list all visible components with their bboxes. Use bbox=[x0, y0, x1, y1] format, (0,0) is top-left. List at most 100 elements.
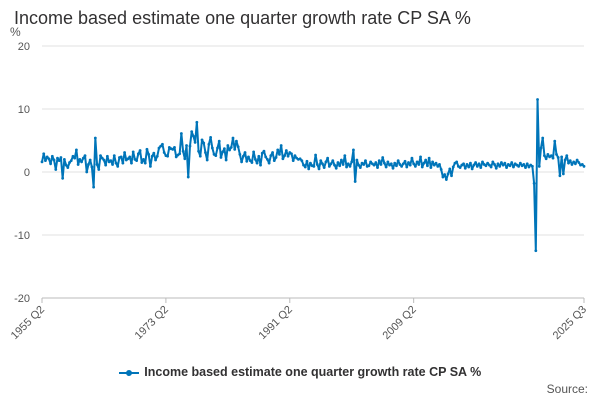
data-point[interactable] bbox=[398, 163, 402, 166]
data-point[interactable] bbox=[202, 141, 206, 145]
data-point[interactable] bbox=[274, 156, 278, 159]
data-point[interactable] bbox=[481, 160, 484, 164]
data-point[interactable] bbox=[469, 161, 472, 165]
data-point[interactable] bbox=[83, 154, 87, 158]
data-point[interactable] bbox=[558, 174, 562, 178]
data-point[interactable] bbox=[136, 152, 140, 156]
data-point[interactable] bbox=[415, 160, 419, 164]
data-point[interactable] bbox=[229, 146, 233, 149]
data-point[interactable] bbox=[393, 161, 397, 165]
data-point[interactable] bbox=[494, 166, 498, 170]
data-point[interactable] bbox=[474, 161, 477, 164]
data-point[interactable] bbox=[346, 162, 350, 166]
data-point[interactable] bbox=[395, 164, 398, 168]
data-point[interactable] bbox=[432, 163, 436, 167]
data-point[interactable] bbox=[52, 158, 56, 162]
data-point[interactable] bbox=[111, 163, 114, 166]
data-point[interactable] bbox=[391, 166, 395, 170]
data-point[interactable] bbox=[264, 155, 268, 159]
data-point[interactable] bbox=[463, 166, 467, 170]
data-point[interactable] bbox=[443, 173, 447, 176]
data-point[interactable] bbox=[81, 156, 85, 160]
data-point[interactable] bbox=[309, 161, 312, 165]
data-point[interactable] bbox=[489, 165, 493, 169]
data-point[interactable] bbox=[42, 152, 46, 156]
data-point[interactable] bbox=[231, 136, 235, 140]
data-point[interactable] bbox=[293, 154, 297, 158]
data-point[interactable] bbox=[128, 155, 132, 159]
data-point[interactable] bbox=[197, 149, 200, 153]
data-point[interactable] bbox=[396, 159, 400, 163]
data-point[interactable] bbox=[112, 154, 116, 158]
data-point[interactable] bbox=[353, 180, 357, 183]
data-point[interactable] bbox=[195, 120, 199, 124]
data-point[interactable] bbox=[252, 150, 256, 154]
data-point[interactable] bbox=[131, 150, 135, 154]
data-point[interactable] bbox=[458, 166, 462, 169]
data-point[interactable] bbox=[451, 165, 455, 169]
data-point[interactable] bbox=[88, 158, 92, 162]
data-point[interactable] bbox=[345, 165, 348, 169]
data-point[interactable] bbox=[537, 164, 541, 168]
data-point[interactable] bbox=[384, 165, 388, 169]
data-point[interactable] bbox=[319, 159, 323, 163]
data-point[interactable] bbox=[517, 164, 521, 168]
data-point[interactable] bbox=[372, 163, 376, 167]
data-point[interactable] bbox=[159, 144, 163, 148]
data-point[interactable] bbox=[450, 174, 453, 178]
data-point[interactable] bbox=[446, 172, 450, 176]
data-point[interactable] bbox=[431, 160, 434, 164]
data-point[interactable] bbox=[438, 163, 441, 166]
data-point[interactable] bbox=[226, 144, 230, 147]
data-point[interactable] bbox=[434, 161, 438, 165]
data-point[interactable] bbox=[475, 164, 479, 168]
data-point[interactable] bbox=[486, 161, 490, 165]
data-point[interactable] bbox=[85, 170, 89, 174]
data-point[interactable] bbox=[100, 156, 104, 160]
data-point[interactable] bbox=[104, 163, 108, 167]
data-point[interactable] bbox=[369, 160, 373, 164]
data-point[interactable] bbox=[222, 147, 226, 151]
data-point[interactable] bbox=[543, 154, 546, 158]
data-point[interactable] bbox=[436, 164, 440, 168]
data-point[interactable] bbox=[401, 162, 405, 166]
data-point[interactable] bbox=[582, 164, 586, 168]
data-point[interactable] bbox=[154, 158, 157, 162]
data-point[interactable] bbox=[80, 160, 83, 164]
data-point[interactable] bbox=[259, 163, 262, 167]
data-point[interactable] bbox=[61, 176, 65, 180]
data-point[interactable] bbox=[352, 148, 355, 152]
data-point[interactable] bbox=[266, 158, 269, 161]
data-point[interactable] bbox=[157, 146, 161, 150]
data-point[interactable] bbox=[47, 157, 51, 161]
data-point[interactable] bbox=[403, 159, 407, 163]
data-point[interactable] bbox=[291, 159, 295, 163]
data-point[interactable] bbox=[555, 152, 558, 156]
data-point[interactable] bbox=[307, 167, 311, 171]
data-point[interactable] bbox=[147, 152, 151, 156]
data-point[interactable] bbox=[135, 159, 139, 163]
data-point[interactable] bbox=[279, 144, 283, 147]
data-point[interactable] bbox=[379, 163, 383, 166]
data-point[interactable] bbox=[64, 163, 68, 167]
data-point[interactable] bbox=[331, 159, 335, 163]
data-point[interactable] bbox=[105, 154, 109, 158]
data-point[interactable] bbox=[200, 138, 204, 142]
data-point[interactable] bbox=[381, 156, 385, 159]
data-point[interactable] bbox=[68, 161, 71, 164]
data-point[interactable] bbox=[553, 139, 557, 143]
data-point[interactable] bbox=[205, 158, 209, 162]
data-point[interactable] bbox=[138, 149, 142, 152]
data-point[interactable] bbox=[336, 161, 340, 164]
data-point[interactable] bbox=[66, 166, 70, 169]
data-point[interactable] bbox=[241, 154, 245, 158]
data-point[interactable] bbox=[386, 160, 390, 164]
data-point[interactable] bbox=[448, 167, 452, 171]
data-point[interactable] bbox=[467, 165, 471, 169]
data-point[interactable] bbox=[317, 167, 321, 171]
data-point[interactable] bbox=[281, 157, 285, 161]
data-point[interactable] bbox=[326, 156, 330, 160]
data-point[interactable] bbox=[574, 162, 577, 166]
data-point[interactable] bbox=[577, 161, 581, 164]
data-point[interactable] bbox=[253, 158, 257, 161]
